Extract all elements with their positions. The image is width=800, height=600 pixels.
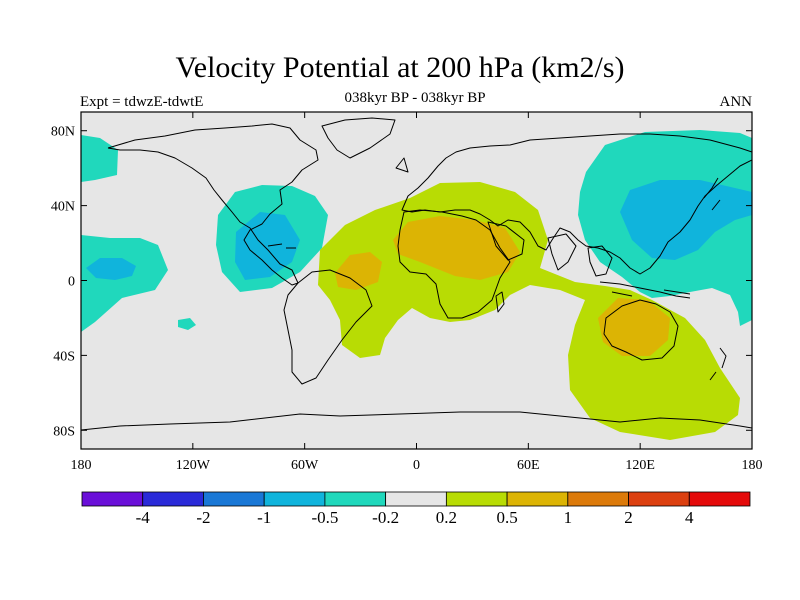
lon-tick-label: 0 (413, 458, 420, 473)
lat-tick-label: 40N (51, 200, 75, 215)
colorbar-swatch (203, 491, 265, 507)
negative-region-north-pacific-west (81, 135, 118, 182)
colorbar-swatch (324, 491, 387, 507)
coastline-india (547, 233, 577, 271)
colorbar-swatch (688, 491, 751, 507)
colorbar-swatch (628, 491, 690, 507)
colorbar-label: 2 (624, 508, 633, 527)
coastline-southeast-asia (587, 245, 613, 277)
lon-tick-label: 120W (176, 458, 211, 473)
strong-negative-region-central-pacific (86, 258, 136, 280)
coastline-new-zealand (709, 347, 727, 381)
colorbar-swatch (567, 491, 629, 507)
coastline-south-america (283, 269, 373, 385)
colorbar-swatch (142, 491, 204, 507)
strong-positive-anomaly-regions (335, 216, 670, 356)
colorbar-label: -0.2 (372, 508, 399, 527)
coastline-australia (603, 299, 679, 361)
coastline-africa (397, 209, 511, 319)
coastline-north-america (107, 123, 319, 286)
colorbar-label: -0.5 (311, 508, 338, 527)
coastline-caribbean (267, 243, 296, 249)
coastline-arabia (487, 221, 525, 261)
colorbar-swatch (81, 491, 144, 507)
chart-subtitle: 038kyr BP - 038kyr BP (344, 90, 486, 106)
experiment-label: Expt = tdwzE-tdwtE (80, 94, 204, 110)
coastline-greenland (321, 117, 396, 159)
coastline-madagascar (495, 291, 505, 313)
colorbar-label: -1 (257, 508, 271, 527)
strong-negative-anomaly-regions (86, 180, 752, 280)
coastline-japan (703, 177, 721, 211)
strong-positive-region-north-africa (393, 216, 520, 280)
coastline-british-isles (395, 157, 409, 173)
lat-tick-label: 80S (53, 424, 75, 439)
chart-title: Velocity Potential at 200 hPa (km2/s) (175, 51, 625, 84)
strong-positive-region-south-america (335, 252, 382, 290)
negative-region-south-pacific-small (178, 318, 196, 330)
lon-tick-label: 60E (517, 458, 540, 473)
colorbar-label: 0.5 (496, 508, 517, 527)
colorbar-label: 1 (564, 508, 573, 527)
coastlines (81, 117, 752, 431)
colorbar: -4 -2 -1 -0.5 -0.2 0.2 0.5 1 2 4 (81, 491, 751, 527)
lon-tick-label: 180 (71, 458, 92, 473)
lon-tick-label: 120E (625, 458, 655, 473)
colorbar-label: -2 (196, 508, 210, 527)
colorbar-label: 4 (685, 508, 694, 527)
season-label: ANN (719, 94, 753, 110)
coastline-europe-asia (401, 133, 752, 275)
colorbar-label: 0.2 (436, 508, 457, 527)
lat-tick-label: 40S (53, 349, 75, 364)
colorbar-swatch (445, 491, 508, 507)
colorbar-swatch (385, 491, 447, 507)
lat-tick-label: 80N (51, 125, 75, 140)
map-panel (81, 112, 752, 449)
strong-positive-region-australia (598, 298, 670, 356)
coastline-antarctica (81, 411, 752, 431)
coastline-indonesia (599, 281, 691, 299)
colorbar-swatch (263, 491, 326, 507)
axes: 180 120W 60W 0 60E 120E 180 80N 40N 0 40S 80S (51, 112, 763, 473)
colorbar-label: -4 (136, 508, 151, 527)
colorbar-swatch (506, 491, 569, 507)
lon-tick-label: 180 (742, 458, 763, 473)
lat-tick-label: 0 (68, 275, 75, 290)
strong-negative-region-west-pacific (620, 180, 752, 260)
lon-tick-label: 60W (291, 458, 319, 473)
